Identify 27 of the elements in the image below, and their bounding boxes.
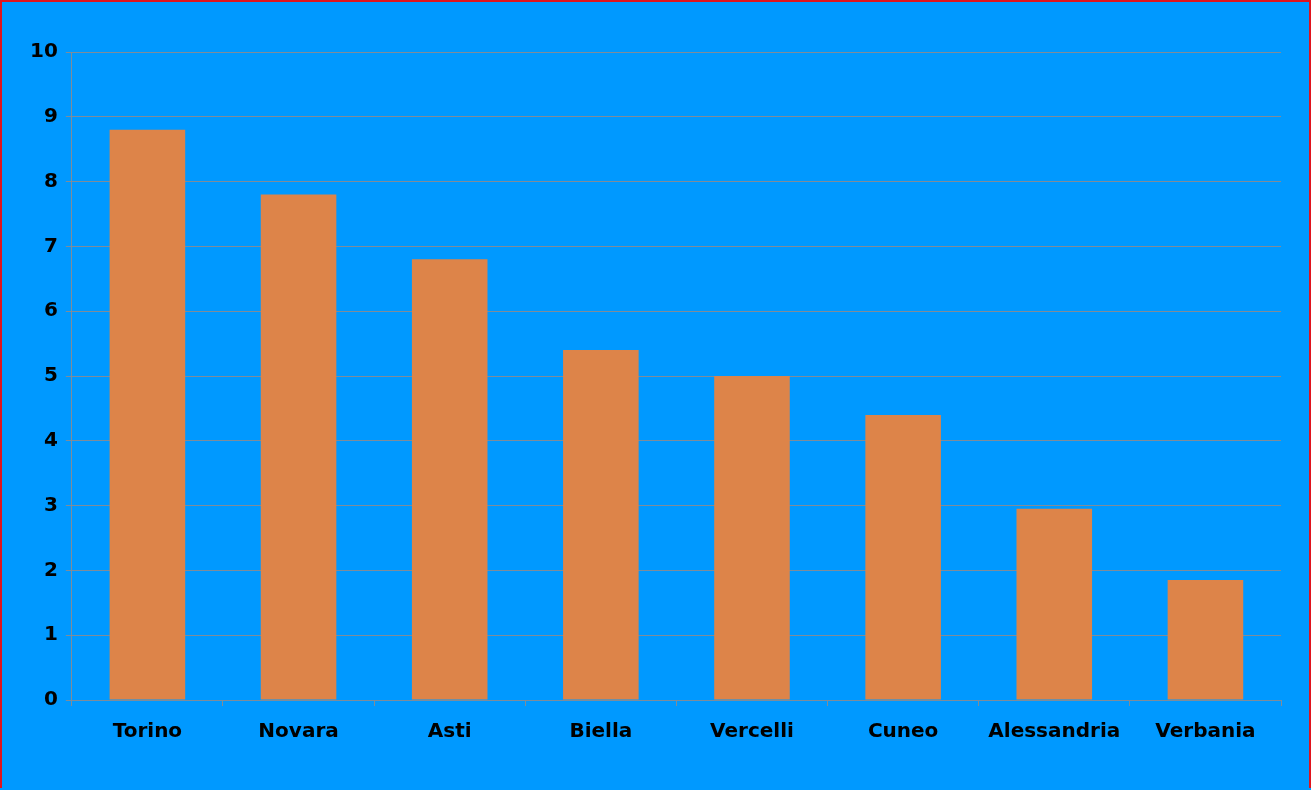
x-tick-label: Cuneo (867, 718, 939, 743)
y-tick-label: 8 (43, 167, 58, 192)
bar (411, 259, 488, 700)
x-tick-label: Vercelli (710, 718, 794, 743)
y-tick-label: 4 (43, 427, 58, 451)
y-tick-label: 0 (43, 686, 58, 711)
y-tick-label: 5 (43, 362, 58, 387)
bar (563, 350, 639, 700)
y-tick-label: 9 (43, 103, 58, 127)
y-tick-label: 1 (43, 621, 58, 646)
y-tick-label: 7 (43, 232, 58, 257)
x-tick-label: Biella (569, 718, 633, 743)
y-tick-label: 3 (43, 491, 58, 516)
y-tick-label: 6 (43, 297, 58, 322)
y-tick-label: 10 (29, 38, 58, 63)
bar (1016, 508, 1093, 700)
x-tick-label: Alessandria (988, 718, 1121, 743)
bar (865, 414, 941, 700)
bar (1167, 580, 1244, 700)
bar (260, 194, 337, 700)
bar (109, 129, 186, 700)
x-tick-label: Asti (427, 718, 472, 743)
x-tick-label: Novara (258, 718, 339, 743)
bar (714, 376, 790, 700)
x-tick-label: Torino (112, 718, 183, 743)
x-tick-label: Verbania (1155, 718, 1256, 743)
y-tick-label: 2 (43, 556, 58, 581)
